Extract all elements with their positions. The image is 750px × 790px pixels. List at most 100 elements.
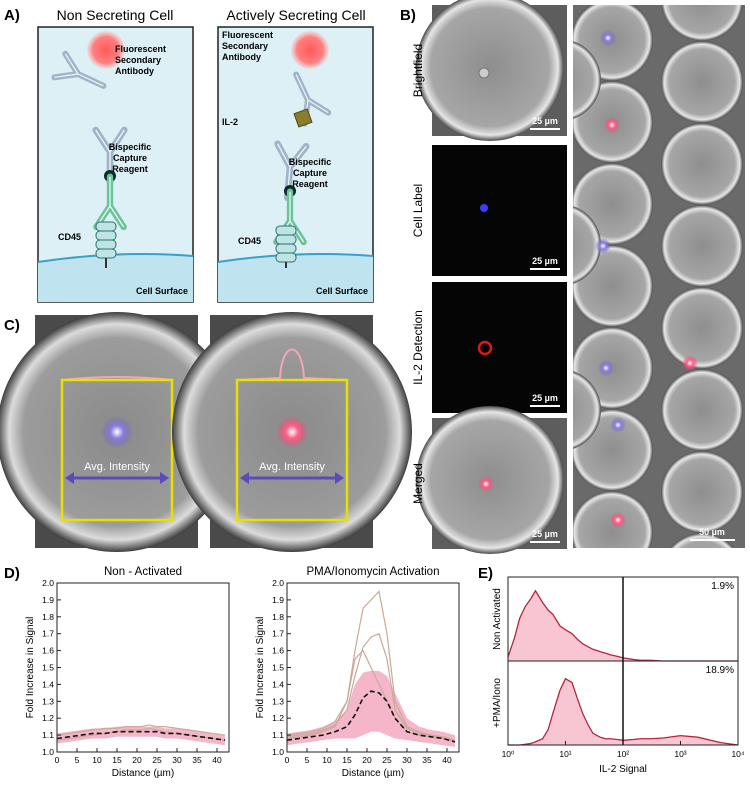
scale-bar-label: 25 µm	[532, 529, 558, 539]
panel-label: A)	[4, 7, 20, 24]
secondary-label-line: Antibody	[115, 66, 154, 76]
y-tick-label: 1.7	[42, 629, 54, 639]
panel-label: C)	[4, 317, 20, 334]
capture-label-line: Capture	[293, 168, 327, 178]
droplet	[661, 41, 743, 123]
scale-bar-label: 25 µm	[532, 116, 558, 126]
cell-dot	[598, 360, 614, 376]
roi-box	[60, 378, 174, 522]
capture-label-line: Bispecific	[289, 157, 332, 167]
y-tick-label: 1.7	[272, 629, 284, 639]
x-tick-label: 35	[192, 755, 202, 765]
row-label: IL-2 Detection	[411, 310, 425, 385]
scale-bar-label: 50 µm	[699, 527, 725, 537]
roi-box	[235, 378, 349, 522]
x-tick-label: 40	[212, 755, 222, 765]
histogram-area	[508, 678, 738, 745]
series-line	[56, 730, 226, 741]
droplet	[661, 451, 743, 533]
cell-dot	[595, 238, 611, 254]
gate-percent: 18.9%	[706, 665, 734, 676]
cd45-domain	[95, 239, 117, 250]
cell-surface	[38, 254, 193, 302]
x-tick-label: 30	[172, 755, 182, 765]
row-label: +PMA/Iono	[492, 678, 503, 728]
y-tick-label: 1.5	[42, 663, 54, 673]
y-axis-label: Fold Increase in Signal	[255, 617, 266, 719]
cell	[101, 416, 133, 448]
y-tick-label: 1.1	[42, 730, 54, 740]
annotation: Avg. Intensity	[84, 461, 150, 473]
receptor-label: CD45	[238, 236, 261, 246]
y-tick-label: 1.9	[42, 595, 54, 605]
series-line	[286, 632, 456, 743]
antibody-inner	[54, 53, 104, 87]
y-tick-label: 2.0	[42, 578, 54, 588]
y-tick-label: 1.2	[272, 713, 284, 723]
cell	[478, 67, 490, 79]
x-tick-label: 40	[442, 755, 452, 765]
cell-dot	[610, 417, 626, 433]
x-tick-label: 5	[75, 755, 80, 765]
cell-dot	[600, 30, 616, 46]
x-axis-label: IL-2 Signal	[599, 764, 647, 775]
panel-c: C) Avg. Intensity Avg. Intensity	[0, 312, 412, 552]
surface-label: Cell Surface	[136, 286, 188, 296]
x-tick-label: 35	[422, 755, 432, 765]
cell	[276, 416, 308, 448]
x-axis-label: Distance (µm)	[342, 768, 404, 779]
series-line	[286, 590, 456, 741]
x-tick-label: 10	[92, 755, 102, 765]
x-tick-label: 10³	[674, 749, 686, 759]
panel-label: E)	[478, 565, 493, 582]
panel-b: B) Brightfield 25 µm Cell Label 25 µm IL-2 D…	[400, 0, 745, 554]
droplet	[661, 5, 743, 41]
x-tick-label: 25	[382, 755, 392, 765]
chart-title: PMA/Ionomycin Activation	[307, 566, 440, 578]
row-label: Non Activated	[492, 588, 503, 650]
droplet	[573, 41, 601, 119]
x-tick-label: 10⁰	[502, 749, 515, 759]
il2-molecule	[293, 108, 313, 128]
series-line	[56, 724, 226, 736]
capture-label-line: Capture	[113, 153, 147, 163]
droplet	[573, 371, 601, 449]
histogram-area	[508, 590, 738, 661]
droplet	[661, 369, 743, 451]
cd45-domain	[275, 243, 297, 254]
y-tick-label: 1.6	[272, 646, 284, 656]
droplet	[416, 0, 564, 141]
secondary-label-line: Fluorescent	[222, 30, 273, 40]
cell-dot	[682, 355, 698, 371]
x-tick-label: 20	[132, 755, 142, 765]
y-tick-label: 1.5	[272, 663, 284, 673]
x-tick-label: 25	[152, 755, 162, 765]
secondary-label-line: Secondary	[115, 55, 161, 65]
analyte-label: IL-2	[222, 117, 238, 127]
row-label: Brightfield	[411, 44, 425, 97]
confidence-band	[57, 726, 225, 746]
y-tick-label: 1.0	[42, 747, 54, 757]
secondary-label-line: Fluorescent	[115, 44, 166, 54]
y-tick-label: 1.1	[272, 730, 284, 740]
x-tick-label: 15	[112, 755, 122, 765]
y-tick-label: 1.3	[272, 696, 284, 706]
y-tick-label: 1.3	[42, 696, 54, 706]
y-tick-label: 1.8	[42, 612, 54, 622]
histogram-outline	[507, 589, 738, 662]
y-tick-label: 2.0	[272, 578, 284, 588]
receptor-label: CD45	[58, 232, 81, 242]
cell-membrane	[37, 253, 194, 263]
overview	[573, 5, 745, 548]
x-tick-label: 0	[285, 755, 290, 765]
cd45-domain	[275, 252, 297, 263]
annotation: Avg. Intensity	[259, 461, 325, 473]
droplet	[670, 533, 734, 548]
cd45-domain	[275, 225, 297, 236]
gate-percent: 1.9%	[711, 581, 734, 592]
row-label: Merged	[411, 463, 425, 504]
capture-label-line: Bispecific	[109, 142, 152, 152]
fluorescent-bead	[291, 31, 329, 69]
x-axis-label: Distance (µm)	[112, 768, 174, 779]
capture-label: Bispecific Capture Reagent	[289, 157, 332, 189]
